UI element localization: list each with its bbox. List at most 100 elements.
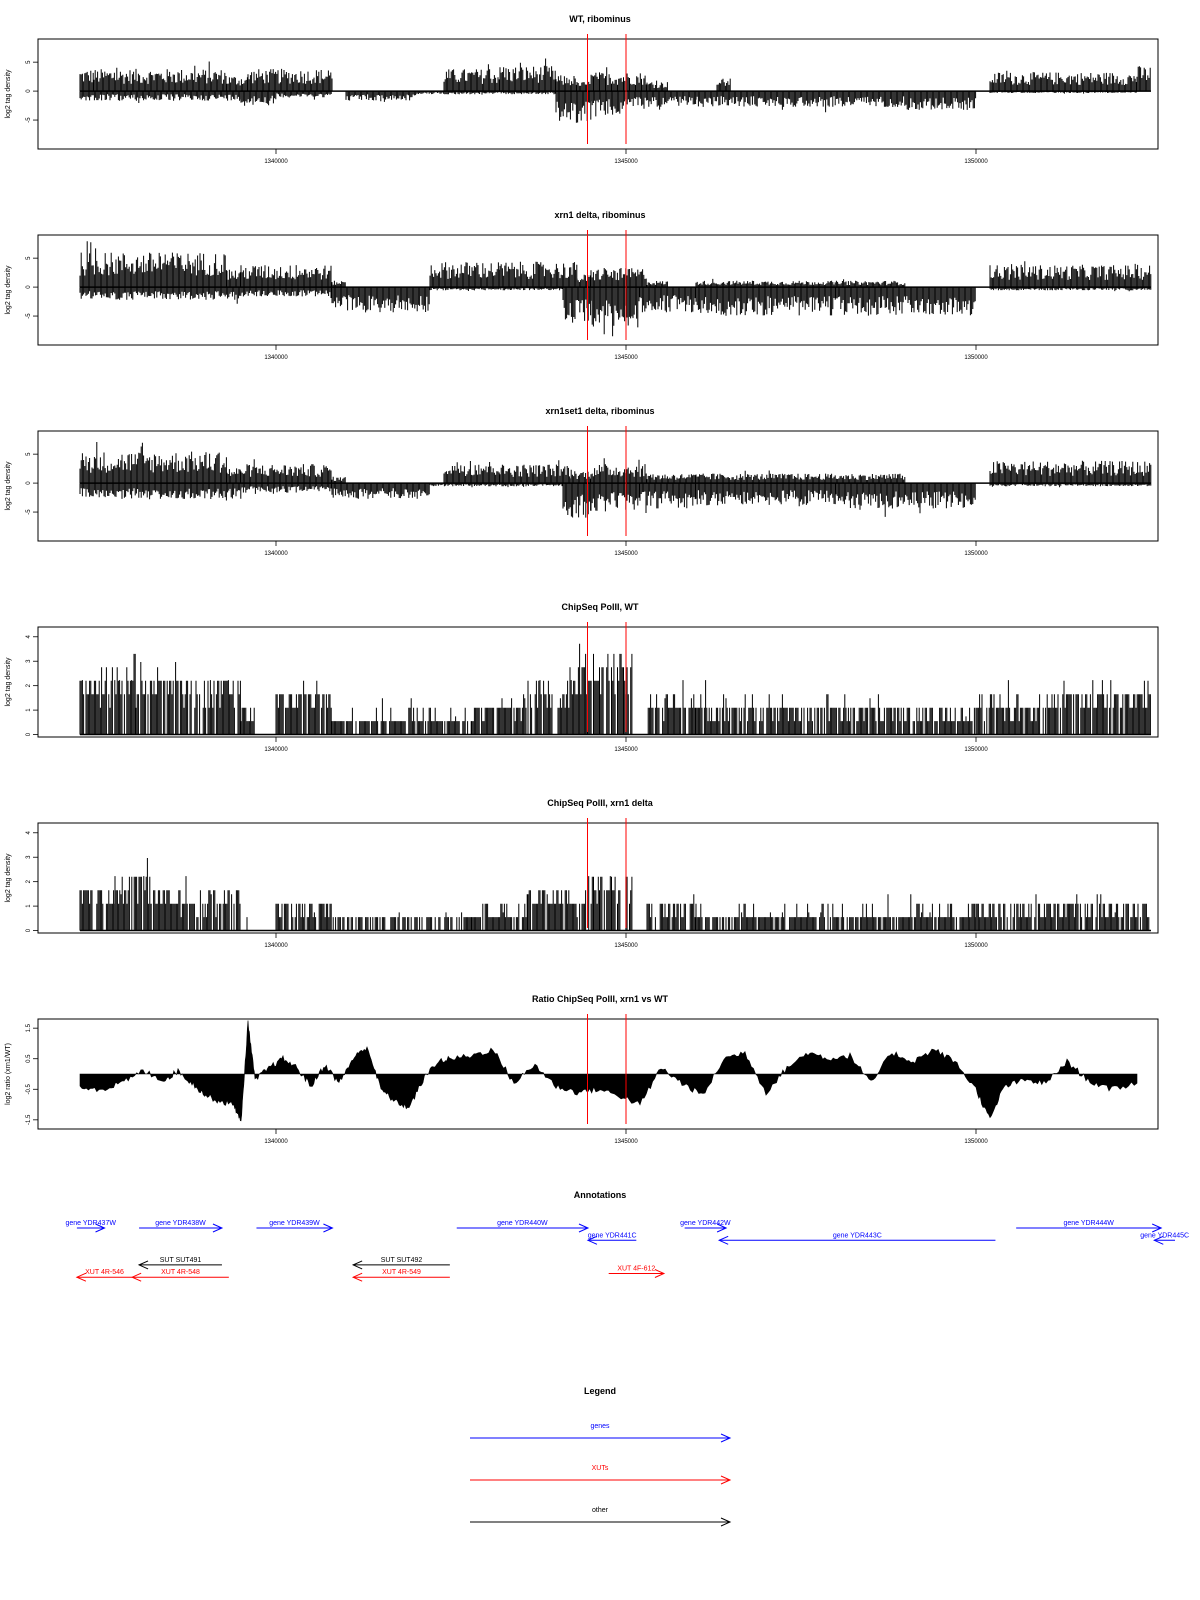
feature-label: gene YDR438W	[155, 1220, 206, 1227]
legend-label: genes	[590, 1423, 610, 1430]
panel-title: WT, ribominus	[569, 14, 631, 24]
arrow-head	[323, 1223, 334, 1233]
plot-frame	[37, 1018, 1159, 1130]
x-tick-label: 1345000	[614, 1139, 638, 1145]
x-tick-label: 1340000	[264, 159, 288, 165]
bar-cluster	[499, 460, 571, 484]
y-tick-label: 2	[26, 683, 32, 687]
bar-cluster	[79, 287, 242, 304]
data-layer	[79, 241, 1152, 337]
y-tick-label: 0	[26, 481, 32, 485]
y-tick-label: 5	[26, 256, 32, 260]
panel-title: ChipSeq PolII, xrn1 delta	[547, 798, 654, 808]
y-tick-label: 4	[26, 830, 32, 834]
bar-cluster	[429, 262, 501, 288]
bar-cluster	[149, 876, 241, 931]
feature-label: gene YDR439W	[269, 1220, 320, 1227]
series-2	[79, 91, 1137, 123]
bar-cluster	[79, 483, 242, 501]
feature-label: SUT SUT491	[160, 1257, 202, 1264]
legend-entry-other: other	[470, 1507, 732, 1527]
bar-cluster	[240, 287, 332, 298]
feature-label: gene YDR445C	[1140, 1232, 1189, 1239]
bar-cluster	[527, 680, 570, 735]
bar-cluster	[695, 278, 906, 288]
bar-cluster	[331, 698, 472, 735]
bar-cluster	[331, 287, 430, 313]
bar-cluster	[587, 653, 633, 735]
arrow-head	[212, 1223, 224, 1233]
arrow-head	[716, 1223, 728, 1233]
bar-cluster	[989, 460, 1152, 484]
bar-cluster	[555, 91, 592, 123]
y-tick-label: 1	[26, 904, 32, 908]
bar-cluster	[647, 680, 696, 735]
arrow-head	[586, 1235, 598, 1245]
bar-cluster	[79, 890, 116, 931]
x-tick-label: 1340000	[264, 943, 288, 949]
feature-xut-4f-612: XUT 4F-612	[608, 1266, 666, 1278]
y-tick-label: 5	[26, 452, 32, 456]
bar-cluster	[562, 483, 592, 518]
bar-cluster	[79, 91, 242, 103]
y-tick-label: -5	[26, 117, 32, 123]
panel-title: ChipSeq PolII, WT	[562, 602, 639, 612]
series-1	[79, 643, 1151, 735]
bar-cluster	[587, 67, 647, 92]
y-axis-label: log2 tag density	[5, 69, 12, 119]
bar-cluster	[226, 77, 248, 92]
bar-cluster	[275, 91, 332, 100]
bar-cluster	[905, 707, 975, 735]
bar-cluster	[79, 241, 227, 288]
legend: Legend genes XUTs other	[470, 1386, 732, 1527]
arrow-head	[1153, 1235, 1164, 1245]
feature-gene-ydr444w: gene YDR444W	[1016, 1220, 1163, 1233]
bar-cluster	[989, 70, 1137, 92]
bar-cluster	[443, 461, 500, 484]
bar-cluster	[588, 876, 633, 931]
bar-cluster	[79, 70, 94, 92]
bar-cluster	[695, 483, 836, 507]
bar-cluster	[590, 287, 640, 337]
x-tick-label: 1350000	[964, 1139, 988, 1145]
arrow-head	[717, 1235, 729, 1245]
legend-entry-xuts: XUTs	[470, 1465, 732, 1485]
x-tick-label: 1345000	[614, 943, 638, 949]
bar-cluster	[646, 281, 668, 288]
legend-entry-genes: genes	[470, 1423, 732, 1443]
bar-cluster	[240, 483, 332, 494]
x-tick-label: 1345000	[614, 747, 638, 753]
feature-label: gene YDR440W	[497, 1220, 548, 1227]
panel-4: ChipSeq PolII, WT 0 1 2 3 4 log2 tag density 13…	[5, 602, 1159, 753]
data-layer	[79, 858, 1151, 932]
x-tick-label: 1350000	[964, 159, 988, 165]
feature-label: XUT 4F-612	[617, 1266, 655, 1273]
plot-frame	[37, 626, 1159, 738]
bar-cluster	[989, 261, 1152, 288]
feature-label: gene YDR437W	[65, 1220, 116, 1227]
annotations-track: Annotations gene YDR437W gene YDR438W gene …	[65, 1190, 1189, 1282]
x-tick-label: 1345000	[614, 355, 638, 361]
panel-3: xrn1set1 delta, ribominus -5 0 5 log2 tag de…	[5, 406, 1159, 557]
feature-label: SUT SUT492	[381, 1257, 423, 1264]
feature-xut-4r-548: XUT 4R-548	[130, 1269, 229, 1282]
y-axis-label: log2 tag density	[5, 853, 12, 903]
bar-cluster	[443, 64, 500, 92]
arrow-head	[75, 1272, 87, 1282]
bar-cluster	[240, 459, 332, 484]
legend-label: other	[592, 1507, 609, 1514]
bar-cluster	[471, 694, 527, 735]
bar-cluster	[246, 917, 248, 931]
bar-cluster	[646, 894, 696, 931]
y-tick-label: 4	[26, 634, 32, 638]
bar-cluster	[590, 483, 640, 512]
legend-arrow-head	[720, 1517, 732, 1527]
bar-cluster	[646, 80, 668, 92]
panel-1: WT, ribominus -5 0 5 log2 tag density 1340000…	[5, 14, 1159, 165]
bar-cluster	[240, 265, 332, 288]
bar-cluster	[1046, 680, 1151, 735]
x-tick-label: 1340000	[264, 355, 288, 361]
x-tick-label: 1340000	[264, 747, 288, 753]
y-axis-label: log2 tag density	[5, 657, 12, 707]
series-2	[79, 287, 1152, 337]
